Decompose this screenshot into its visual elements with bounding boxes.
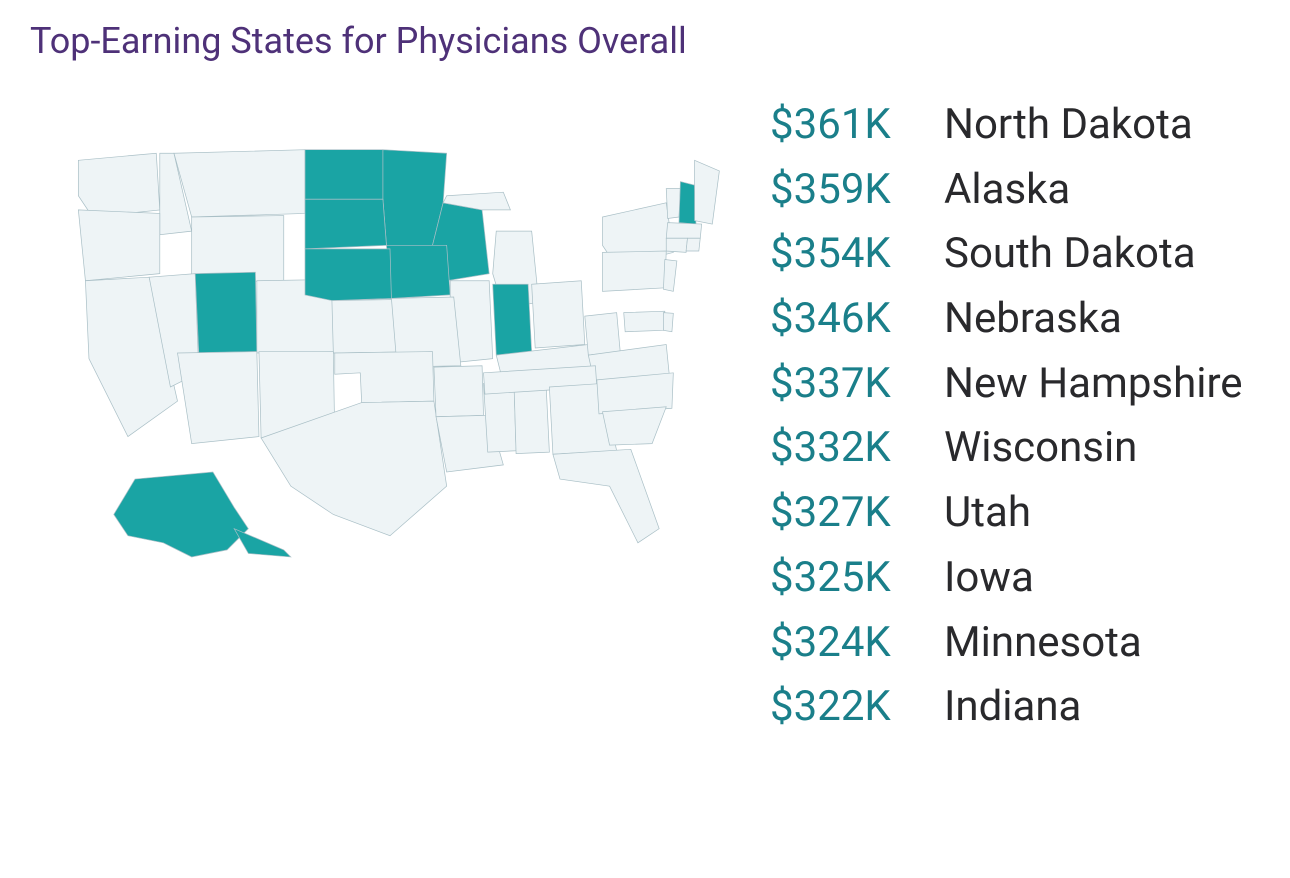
content-row: $361K North Dakota $359K Alaska $354K So… bbox=[30, 92, 1260, 744]
list-row: $324K Minnesota bbox=[770, 615, 1243, 672]
list-row: $322K Indiana bbox=[770, 679, 1243, 736]
amount-value: $346K bbox=[770, 291, 920, 348]
amount-value: $354K bbox=[770, 226, 920, 283]
state-label: Minnesota bbox=[944, 615, 1142, 672]
amount-value: $337K bbox=[770, 356, 920, 413]
amount-value: $324K bbox=[770, 615, 920, 672]
state-label: North Dakota bbox=[944, 97, 1193, 154]
list-row: $337K New Hampshire bbox=[770, 356, 1243, 413]
earnings-list: $361K North Dakota $359K Alaska $354K So… bbox=[770, 92, 1243, 744]
list-row: $327K Utah bbox=[770, 485, 1243, 542]
list-row: $332K Wisconsin bbox=[770, 420, 1243, 477]
state-label: Alaska bbox=[944, 162, 1070, 219]
state-label: Indiana bbox=[944, 679, 1081, 736]
list-row: $354K South Dakota bbox=[770, 226, 1243, 283]
amount-value: $322K bbox=[770, 679, 920, 736]
state-label: South Dakota bbox=[944, 226, 1196, 283]
page-title: Top-Earning States for Physicians Overal… bbox=[30, 20, 1260, 62]
list-row: $346K Nebraska bbox=[770, 291, 1243, 348]
us-map-svg bbox=[50, 132, 730, 571]
amount-value: $361K bbox=[770, 97, 920, 154]
state-label: Utah bbox=[944, 485, 1031, 542]
amount-value: $359K bbox=[770, 162, 920, 219]
state-label: Iowa bbox=[944, 550, 1034, 607]
state-label: Wisconsin bbox=[944, 420, 1137, 477]
amount-value: $327K bbox=[770, 485, 920, 542]
list-row: $361K North Dakota bbox=[770, 97, 1243, 154]
infographic-container: Top-Earning States for Physicians Overal… bbox=[0, 0, 1290, 764]
state-label: Nebraska bbox=[944, 291, 1122, 348]
us-map bbox=[30, 92, 730, 575]
amount-value: $325K bbox=[770, 550, 920, 607]
list-row: $325K Iowa bbox=[770, 550, 1243, 607]
amount-value: $332K bbox=[770, 420, 920, 477]
state-label: New Hampshire bbox=[944, 356, 1243, 413]
list-row: $359K Alaska bbox=[770, 162, 1243, 219]
